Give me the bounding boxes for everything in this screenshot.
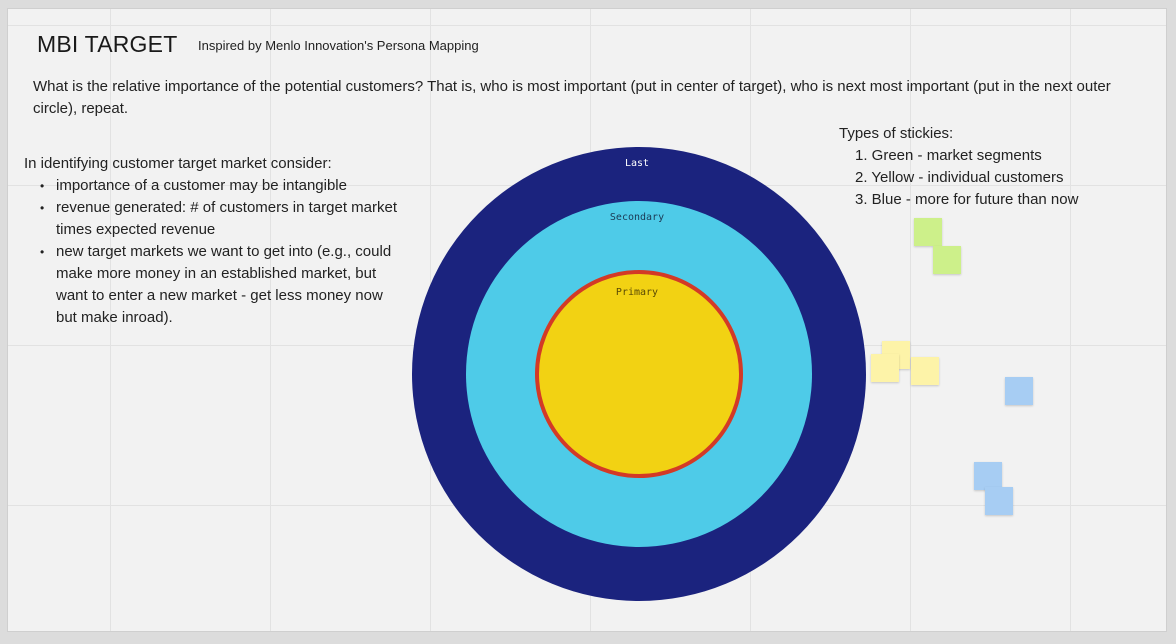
question-text[interactable]: What is the relative importance of the p… [33,78,1111,117]
sticky-note-green[interactable] [933,246,961,274]
sticky-types-list: 1. Green - market segments 2. Yellow - i… [839,145,1078,211]
consider-note[interactable]: In identifying customer target market co… [24,153,404,329]
ring-label-primary: Primary [616,287,658,298]
sticky-type-item: 2. Yellow - individual customers [855,169,1064,186]
consider-item: revenue generated: # of customers in tar… [40,197,404,241]
sticky-note-blue[interactable] [974,462,1002,490]
sticky-note-yellow[interactable] [871,354,899,382]
sticky-type-item: 3. Blue - more for future than now [855,191,1079,208]
ring-label-secondary: Secondary [610,212,664,223]
ring-primary[interactable] [535,270,743,478]
sticky-type-item: 1. Green - market segments [855,147,1042,164]
sticky-note-green[interactable] [914,218,942,246]
consider-item: new target markets we want to get into (… [40,241,404,329]
target-diagram[interactable]: Last Secondary Primary [411,146,867,602]
consider-heading: In identifying customer target market co… [24,155,332,172]
sticky-types-heading: Types of stickies: [839,125,954,142]
sticky-types-note[interactable]: Types of stickies: 1. Green - market seg… [839,123,1078,211]
board-title[interactable]: MBI TARGET [37,31,178,57]
sticky-note-blue[interactable] [985,487,1013,515]
consider-list: importance of a customer may be intangib… [24,175,404,329]
board-subtitle[interactable]: Inspired by Menlo Innovation's Persona M… [198,38,479,53]
sticky-note-yellow[interactable] [911,357,939,385]
whiteboard-canvas[interactable]: MBI TARGET Inspired by Menlo Innovation'… [8,9,1166,631]
ring-label-last: Last [625,158,649,169]
consider-item: importance of a customer may be intangib… [40,175,404,197]
sticky-note-blue[interactable] [1005,377,1033,405]
